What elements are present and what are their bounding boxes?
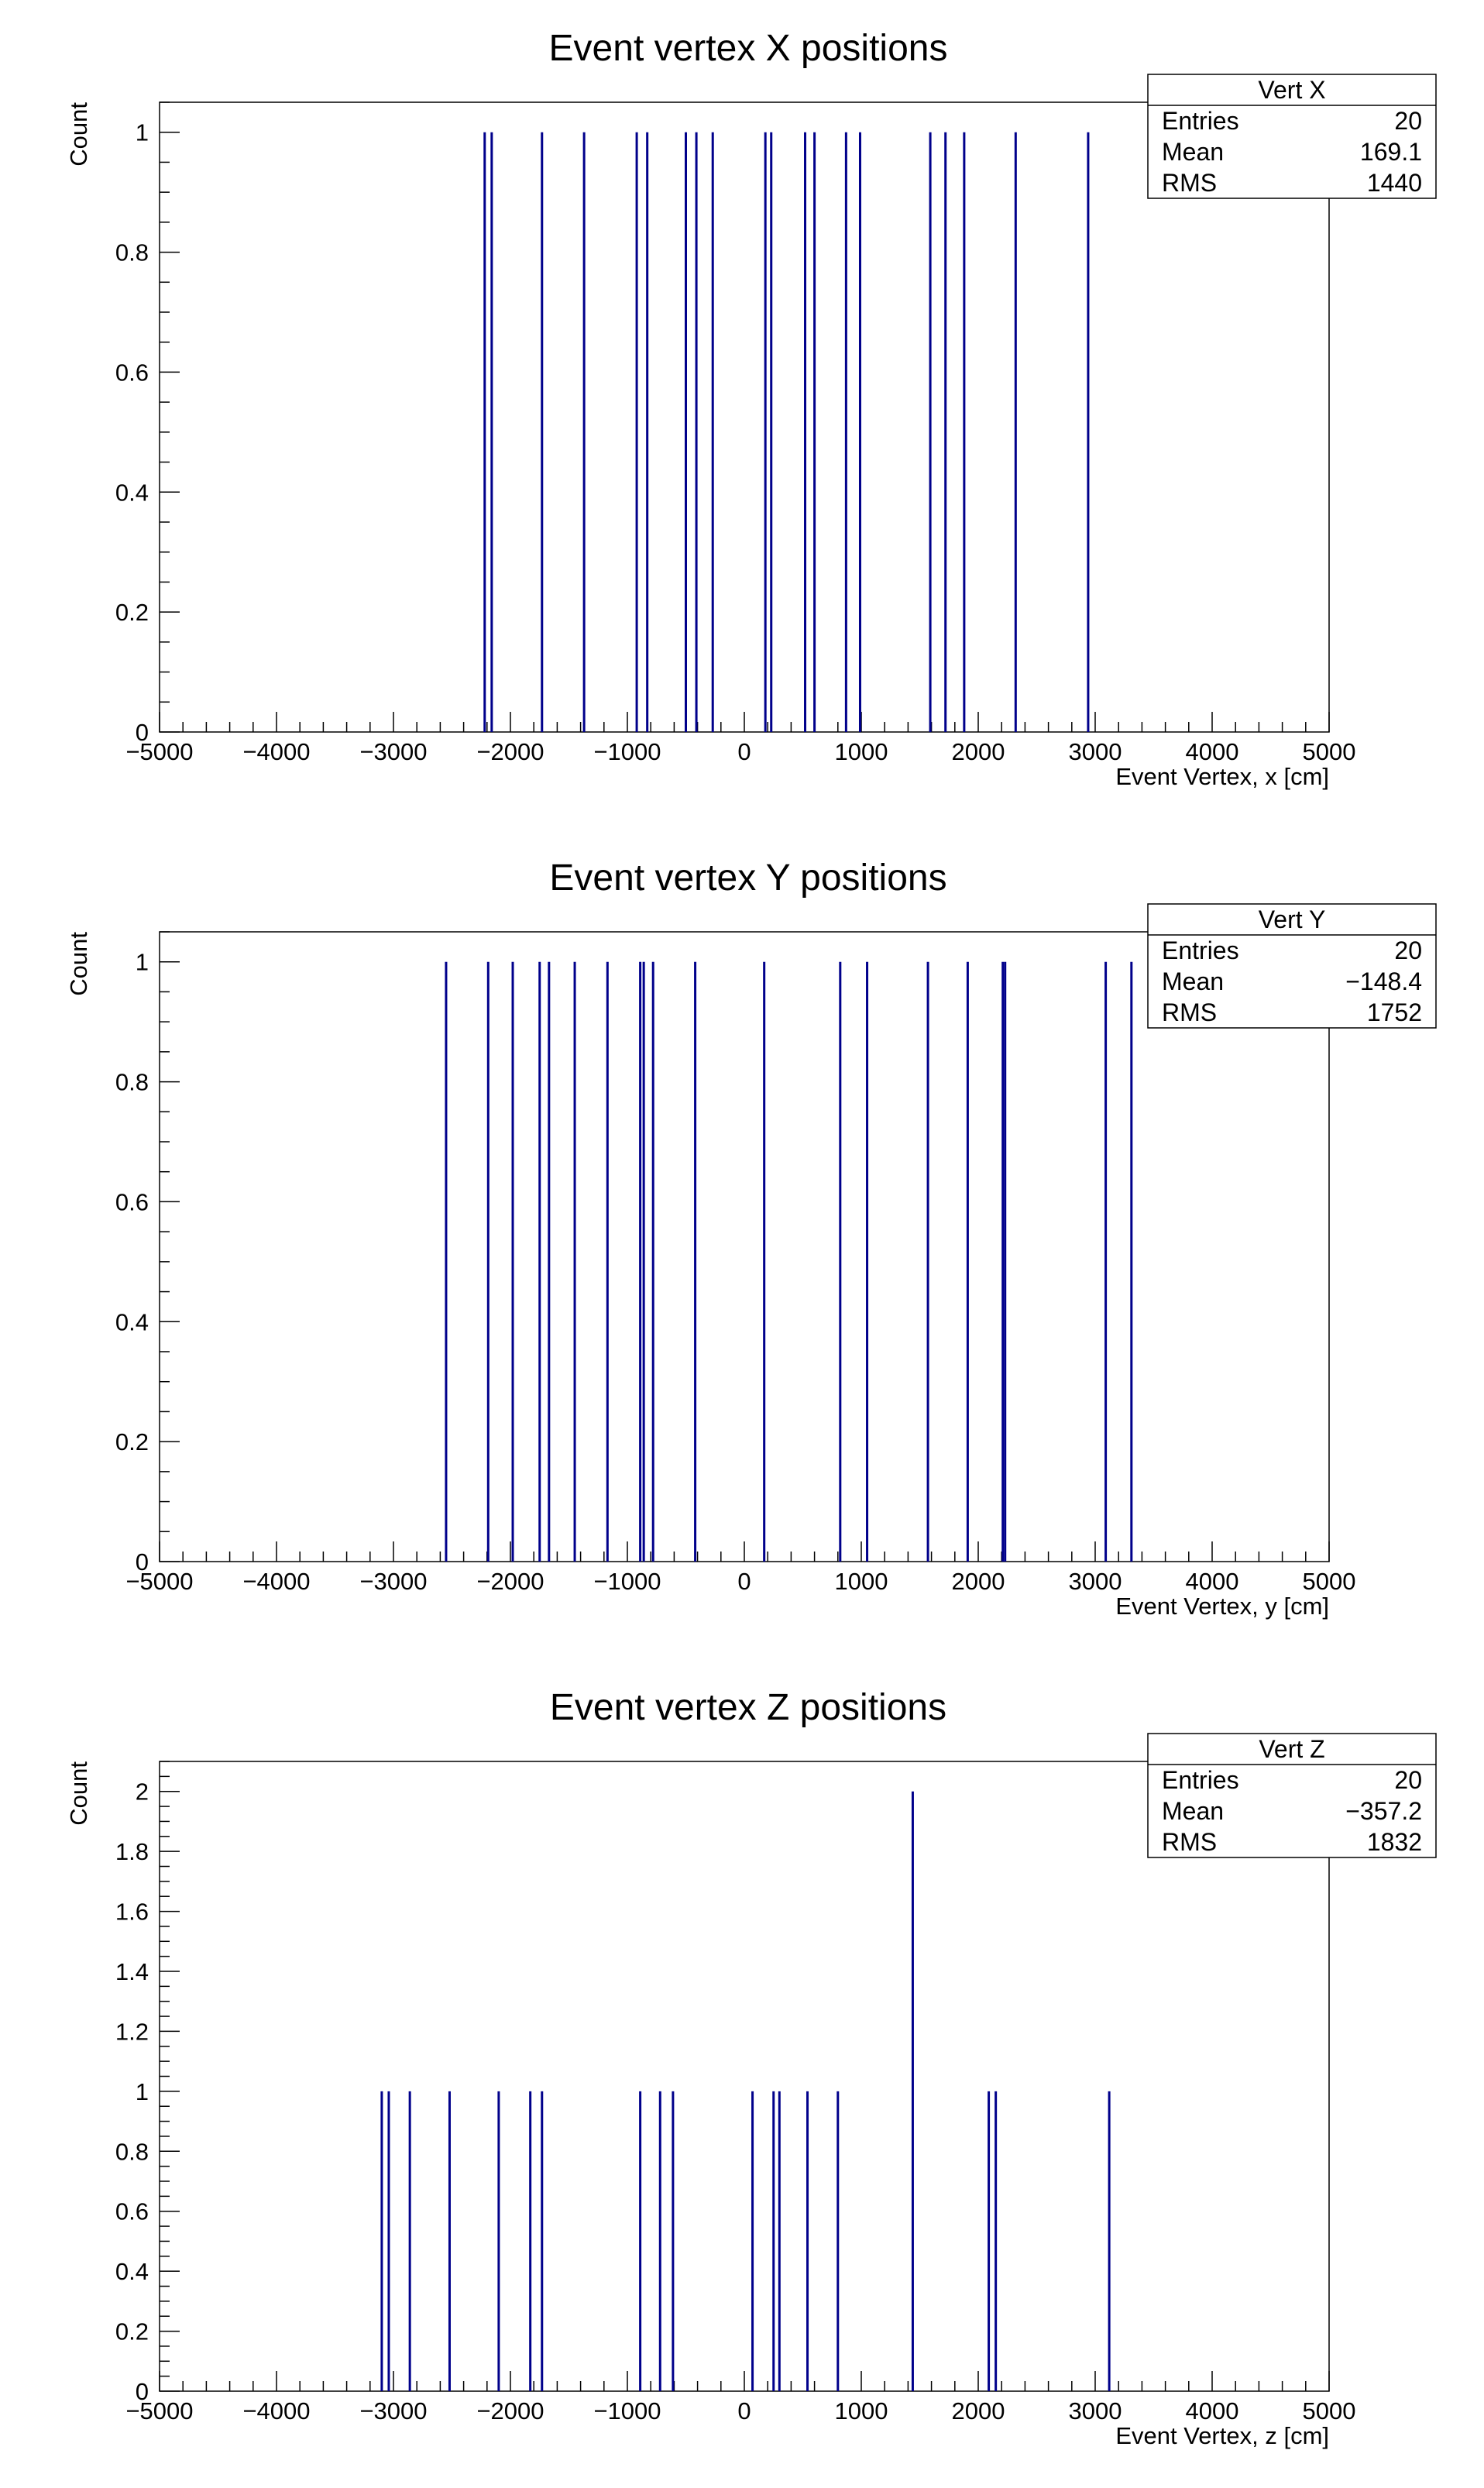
stats-label: Entries [1162,936,1239,964]
y-tick-label: 0.2 [115,1428,149,1455]
x-tick-label: 5000 [1303,2397,1356,2424]
y-tick-label: 1.6 [115,1899,149,1926]
stats-label: RMS [1162,998,1217,1026]
x-tick-label: −4000 [242,1568,310,1595]
stats-value: 1752 [1367,998,1422,1026]
stats-box [1147,74,1437,199]
stats-label: Mean [1162,967,1224,995]
histogram-panel-y: Event vertex Y positions −5000 −4000 −3000 −… [0,830,1484,1658]
chart-title: Event vertex X positions [549,28,948,69]
y-tick-label: 1 [136,949,149,976]
y-tick-label: 0.4 [115,1308,149,1335]
x-axis-label: Event Vertex, x [cm] [1115,763,1329,790]
x-tick-label: −2000 [476,1568,544,1595]
y-axis-label: Count [65,932,92,996]
chart-title: Event vertex Y positions [549,857,946,899]
y-tick-label: 0 [136,2378,149,2405]
chart-title: Event vertex Z positions [550,1687,946,1728]
y-tick-label: 0.8 [115,2138,149,2165]
y-tick-label: 0.6 [115,2198,149,2225]
y-tick-label: 0.2 [115,2318,149,2345]
x-tick-label: 4000 [1186,738,1239,765]
histogram-panel-x: Event vertex X positions −5000 −4000 −3000 −… [0,0,1484,829]
y-tick-label: 0.6 [115,1188,149,1215]
x-tick-label: −5000 [125,1568,193,1595]
stats-value: 1832 [1367,1828,1422,1856]
stats-value: 20 [1394,107,1422,135]
y-tick-label: 0 [136,719,149,746]
histogram-panel-z: Event vertex Z positions −5000 −4000 −3000 −… [0,1659,1484,2488]
stats-label: Entries [1162,1766,1239,1794]
x-axis-label: Event Vertex, y [cm] [1115,1593,1329,1620]
y-tick-label: 0.6 [115,359,149,386]
y-tick-label: 1.4 [115,1958,149,1985]
stats-box [1147,903,1437,1029]
x-tick-label: 3000 [1069,2397,1122,2424]
x-tick-label: −1000 [593,738,661,765]
x-tick-label: −1000 [593,2397,661,2424]
x-tick-label: 1000 [835,1568,888,1595]
histogram-z: Event vertex Z positions −5000 −4000 −3000 −… [65,1687,1437,2449]
stats-value: 1440 [1367,169,1422,197]
stats-label: Mean [1162,138,1224,166]
y-axis-label: Count [65,1761,92,1826]
x-tick-label: −4000 [242,2397,310,2424]
y-tick-label: 0.2 [115,599,149,626]
x-tick-label: −3000 [359,738,427,765]
stats-label: RMS [1162,169,1217,197]
y-tick-label: 0.8 [115,1069,149,1096]
stats-value: −148.4 [1345,967,1422,995]
x-tick-label: −3000 [359,1568,427,1595]
x-tick-label: 0 [737,2397,751,2424]
x-tick-label: 3000 [1069,738,1122,765]
x-tick-label: −5000 [125,2397,193,2424]
x-tick-label: −4000 [242,738,310,765]
stats-name: Vert Z [1259,1735,1324,1763]
x-axis-label: Event Vertex, z [cm] [1115,2422,1329,2449]
histogram-y: Event vertex Y positions −5000 −4000 −3000 −… [65,857,1437,1620]
x-tick-label: −1000 [593,1568,661,1595]
x-tick-label: 1000 [835,2397,888,2424]
stats-value: 20 [1394,936,1422,964]
y-tick-label: 0.8 [115,239,149,266]
stats-label: RMS [1162,1828,1217,1856]
stats-value: −357.2 [1345,1797,1422,1825]
stats-value: 169.1 [1360,138,1422,166]
y-axis-label: Count [65,102,92,167]
y-tick-label: 1 [136,119,149,146]
x-tick-label: 0 [737,738,751,765]
y-tick-label: 1.8 [115,1838,149,1865]
x-tick-label: 5000 [1303,738,1356,765]
stats-name: Vert X [1258,76,1325,104]
x-tick-label: 3000 [1069,1568,1122,1595]
x-tick-label: −3000 [359,2397,427,2424]
y-tick-label: 0.4 [115,479,149,506]
stats-label: Entries [1162,107,1239,135]
stats-box [1147,1733,1437,1858]
stats-name: Vert Y [1259,906,1326,933]
x-tick-label: −5000 [125,738,193,765]
x-tick-label: 0 [737,1568,751,1595]
x-tick-label: 2000 [952,2397,1005,2424]
x-tick-label: 2000 [952,1568,1005,1595]
histogram-x: Event vertex X positions −5000 −4000 −3000 −… [65,28,1437,790]
stats-label: Mean [1162,1797,1224,1825]
x-tick-label: 5000 [1303,1568,1356,1595]
x-tick-label: 4000 [1186,1568,1239,1595]
y-tick-label: 0.4 [115,2258,149,2285]
y-tick-label: 0 [136,1548,149,1576]
x-tick-label: −2000 [476,2397,544,2424]
stats-value: 20 [1394,1766,1422,1794]
y-tick-label: 2 [136,1778,149,1806]
x-tick-label: 1000 [835,738,888,765]
y-tick-label: 1.2 [115,2018,149,2045]
x-tick-label: 2000 [952,738,1005,765]
y-tick-label: 1 [136,2078,149,2105]
x-tick-label: 4000 [1186,2397,1239,2424]
x-tick-label: −2000 [476,738,544,765]
